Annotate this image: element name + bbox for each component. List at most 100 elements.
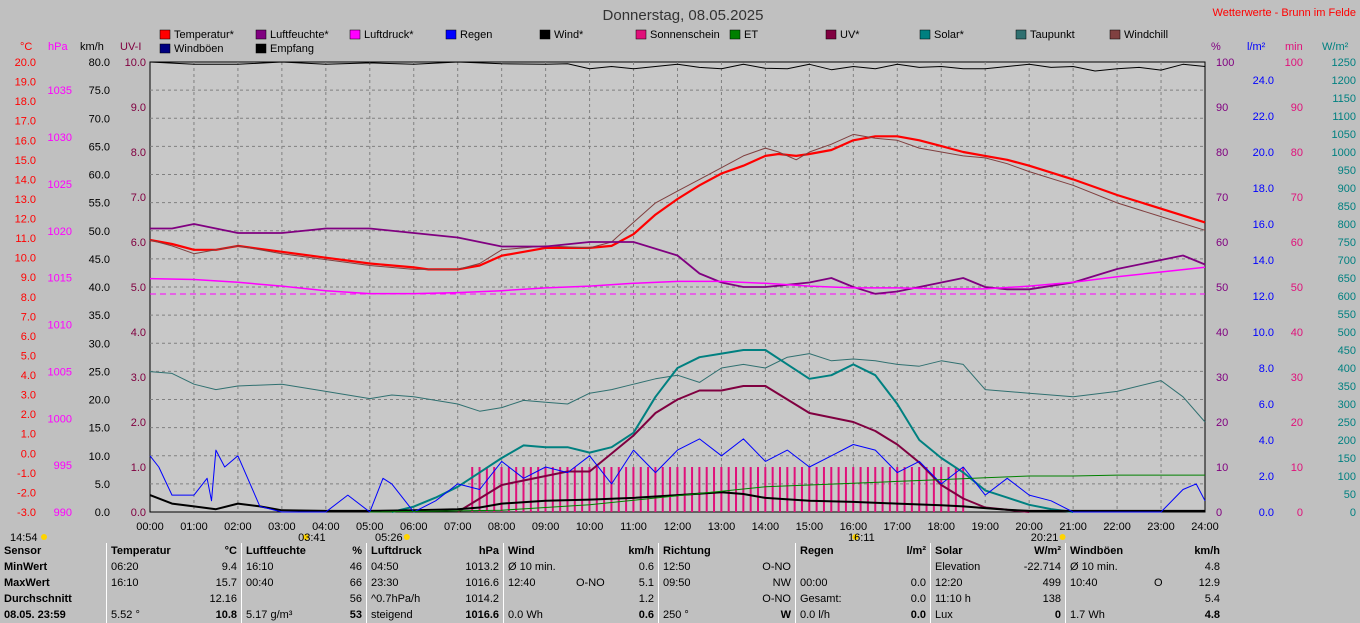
stats-header-cell: Sensor <box>4 545 42 557</box>
stats-cell: 0.6 <box>638 561 654 573</box>
stats-cell <box>1007 575 1015 591</box>
station-label: Wetterwerte - Brunn im Felde <box>1213 7 1356 19</box>
stats-row: MaxWert 16:10 15.7 00:40 66 23:30 1016.6 12:40 O… <box>0 575 1224 591</box>
humidity-axis-tick: 40 <box>1216 327 1228 339</box>
legend-swatch <box>445 29 457 40</box>
stats-header-cell: Luftfeuchte <box>241 543 312 559</box>
temp-axis-tick: 9.0 <box>21 272 36 284</box>
stats-cell <box>572 559 610 575</box>
solar-axis-tick: 850 <box>1338 201 1356 213</box>
stats-cell: 66 <box>349 577 362 589</box>
stats-header-cell: W/m² <box>1034 545 1061 557</box>
stats-cell <box>449 607 457 623</box>
wind-axis-tick: 5.0 <box>95 479 110 491</box>
pressure-axis-tick: 1000 <box>48 413 72 425</box>
stats-cell: 1016.6 <box>465 609 499 621</box>
sunshine-axis-tick: 100 <box>1285 57 1303 69</box>
sun-time: 16:11 <box>848 532 875 543</box>
rain-axis-tick: 0.0 <box>1259 507 1274 519</box>
legend-swatch <box>159 29 171 40</box>
stats-panel: Sensor Temperatur °C Luftfeuchte% Luftdruck h… <box>0 543 1360 623</box>
stats-cell: Lux <box>930 607 1007 623</box>
legend-swatch <box>255 29 267 40</box>
x-tick: 22:00 <box>1103 521 1131 533</box>
stats-cell: 0.0 <box>910 593 926 605</box>
stats-cell: -22.714 <box>1023 561 1061 573</box>
stats-row: 08.05. 23:59 5.52 ° 10.8 5.17 g/m³ 53 steigen… <box>0 607 1224 623</box>
stats-header-cell: Richtung <box>658 543 731 559</box>
stats-cell: 09:50 <box>658 575 731 591</box>
sun-icon <box>41 534 47 540</box>
stats-cell: 08.05. 23:59 <box>4 609 66 621</box>
rain-axis-tick: 8.0 <box>1259 363 1274 375</box>
uv-axis-tick: 8.0 <box>131 147 146 159</box>
legend-label: Taupunkt <box>1030 29 1075 41</box>
unit-uvi: UV-I <box>120 41 141 53</box>
stats-cell <box>874 575 882 591</box>
uv-axis-tick: 6.0 <box>131 237 146 249</box>
humidity-axis-tick: 70 <box>1216 192 1228 204</box>
x-tick: 00:00 <box>136 521 164 533</box>
stats-header-cell: Luftdruck <box>366 543 449 559</box>
stats-cell: 499 <box>1042 577 1061 589</box>
stats-cell: 1016.6 <box>465 577 499 589</box>
wind-axis-tick: 40.0 <box>89 282 110 294</box>
x-tick: 04:00 <box>312 521 340 533</box>
unit-hpa: hPa <box>48 41 68 53</box>
temp-axis-tick: 15.0 <box>15 155 36 167</box>
x-tick: 21:00 <box>1059 521 1087 533</box>
legend-label: Luftfeuchte* <box>270 29 329 41</box>
stats-cell: 06:20 <box>106 559 187 575</box>
stats-cell: steigend <box>366 607 449 623</box>
stats-cell: 4.8 <box>1204 561 1220 573</box>
sunshine-axis-tick: 80 <box>1291 147 1303 159</box>
stats-header-row: Sensor Temperatur °C Luftfeuchte% Luftdruck h… <box>0 543 1224 559</box>
sunshine-axis-tick: 70 <box>1291 192 1303 204</box>
solar-axis-tick: 250 <box>1338 417 1356 429</box>
x-tick: 09:00 <box>532 521 560 533</box>
series-et <box>369 474 1205 513</box>
stats-cell <box>731 575 739 591</box>
x-tick: 18:00 <box>927 521 955 533</box>
solar-axis-tick: 950 <box>1338 165 1356 177</box>
stats-cell: 10:40 <box>1065 575 1150 591</box>
stats-cell: ^0.7hPa/h <box>366 591 449 607</box>
x-tick: 11:00 <box>620 521 647 533</box>
chart-title: Donnerstag, 08.05.2025 <box>603 7 764 24</box>
sun-icon <box>302 534 309 540</box>
stats-cell: W <box>780 609 791 621</box>
stats-cell <box>449 559 457 575</box>
wind-axis-tick: 60.0 <box>89 170 110 182</box>
unit-wm2: W/m² <box>1322 41 1349 53</box>
stats-header-cell: km/h <box>628 545 654 557</box>
sun-icon <box>1059 534 1066 540</box>
pressure-axis-tick: 1005 <box>48 366 72 378</box>
wind-axis-tick: 35.0 <box>89 310 110 322</box>
stats-cell: 250 ° <box>658 607 731 623</box>
stats-cell: 12:40 <box>503 575 572 591</box>
stats-cell <box>1007 591 1015 607</box>
legend-label: Sonnenschein <box>650 29 720 41</box>
stats-cell <box>874 607 882 623</box>
stats-header-cell <box>1007 543 1015 559</box>
temp-axis-tick: -3.0 <box>17 507 36 519</box>
humidity-axis-tick: 20 <box>1216 417 1228 429</box>
stats-cell <box>187 559 195 575</box>
stats-cell: 1013.2 <box>465 561 499 573</box>
pressure-axis-tick: 1025 <box>48 179 72 191</box>
stats-cell <box>731 559 739 575</box>
pressure-axis-tick: 1035 <box>48 85 72 97</box>
legend-swatch <box>159 43 171 54</box>
stats-row: Durchschnitt 12.16 56 ^0.7hPa/h 1014.2 1.2 O-N… <box>0 591 1224 607</box>
temp-axis-tick: 17.0 <box>15 116 36 128</box>
temp-axis-tick: 8.0 <box>21 292 36 304</box>
stats-cell: O <box>1154 577 1163 589</box>
uv-axis-tick: 9.0 <box>131 102 146 114</box>
solar-axis-tick: 200 <box>1338 435 1356 447</box>
legend-swatch <box>825 29 837 40</box>
solar-axis-tick: 1100 <box>1332 111 1356 123</box>
sun-time: 20:21 <box>1031 532 1059 543</box>
sunshine-axis-tick: 40 <box>1291 327 1303 339</box>
legend-swatch <box>635 29 647 40</box>
series-taupunkt <box>149 353 1206 423</box>
